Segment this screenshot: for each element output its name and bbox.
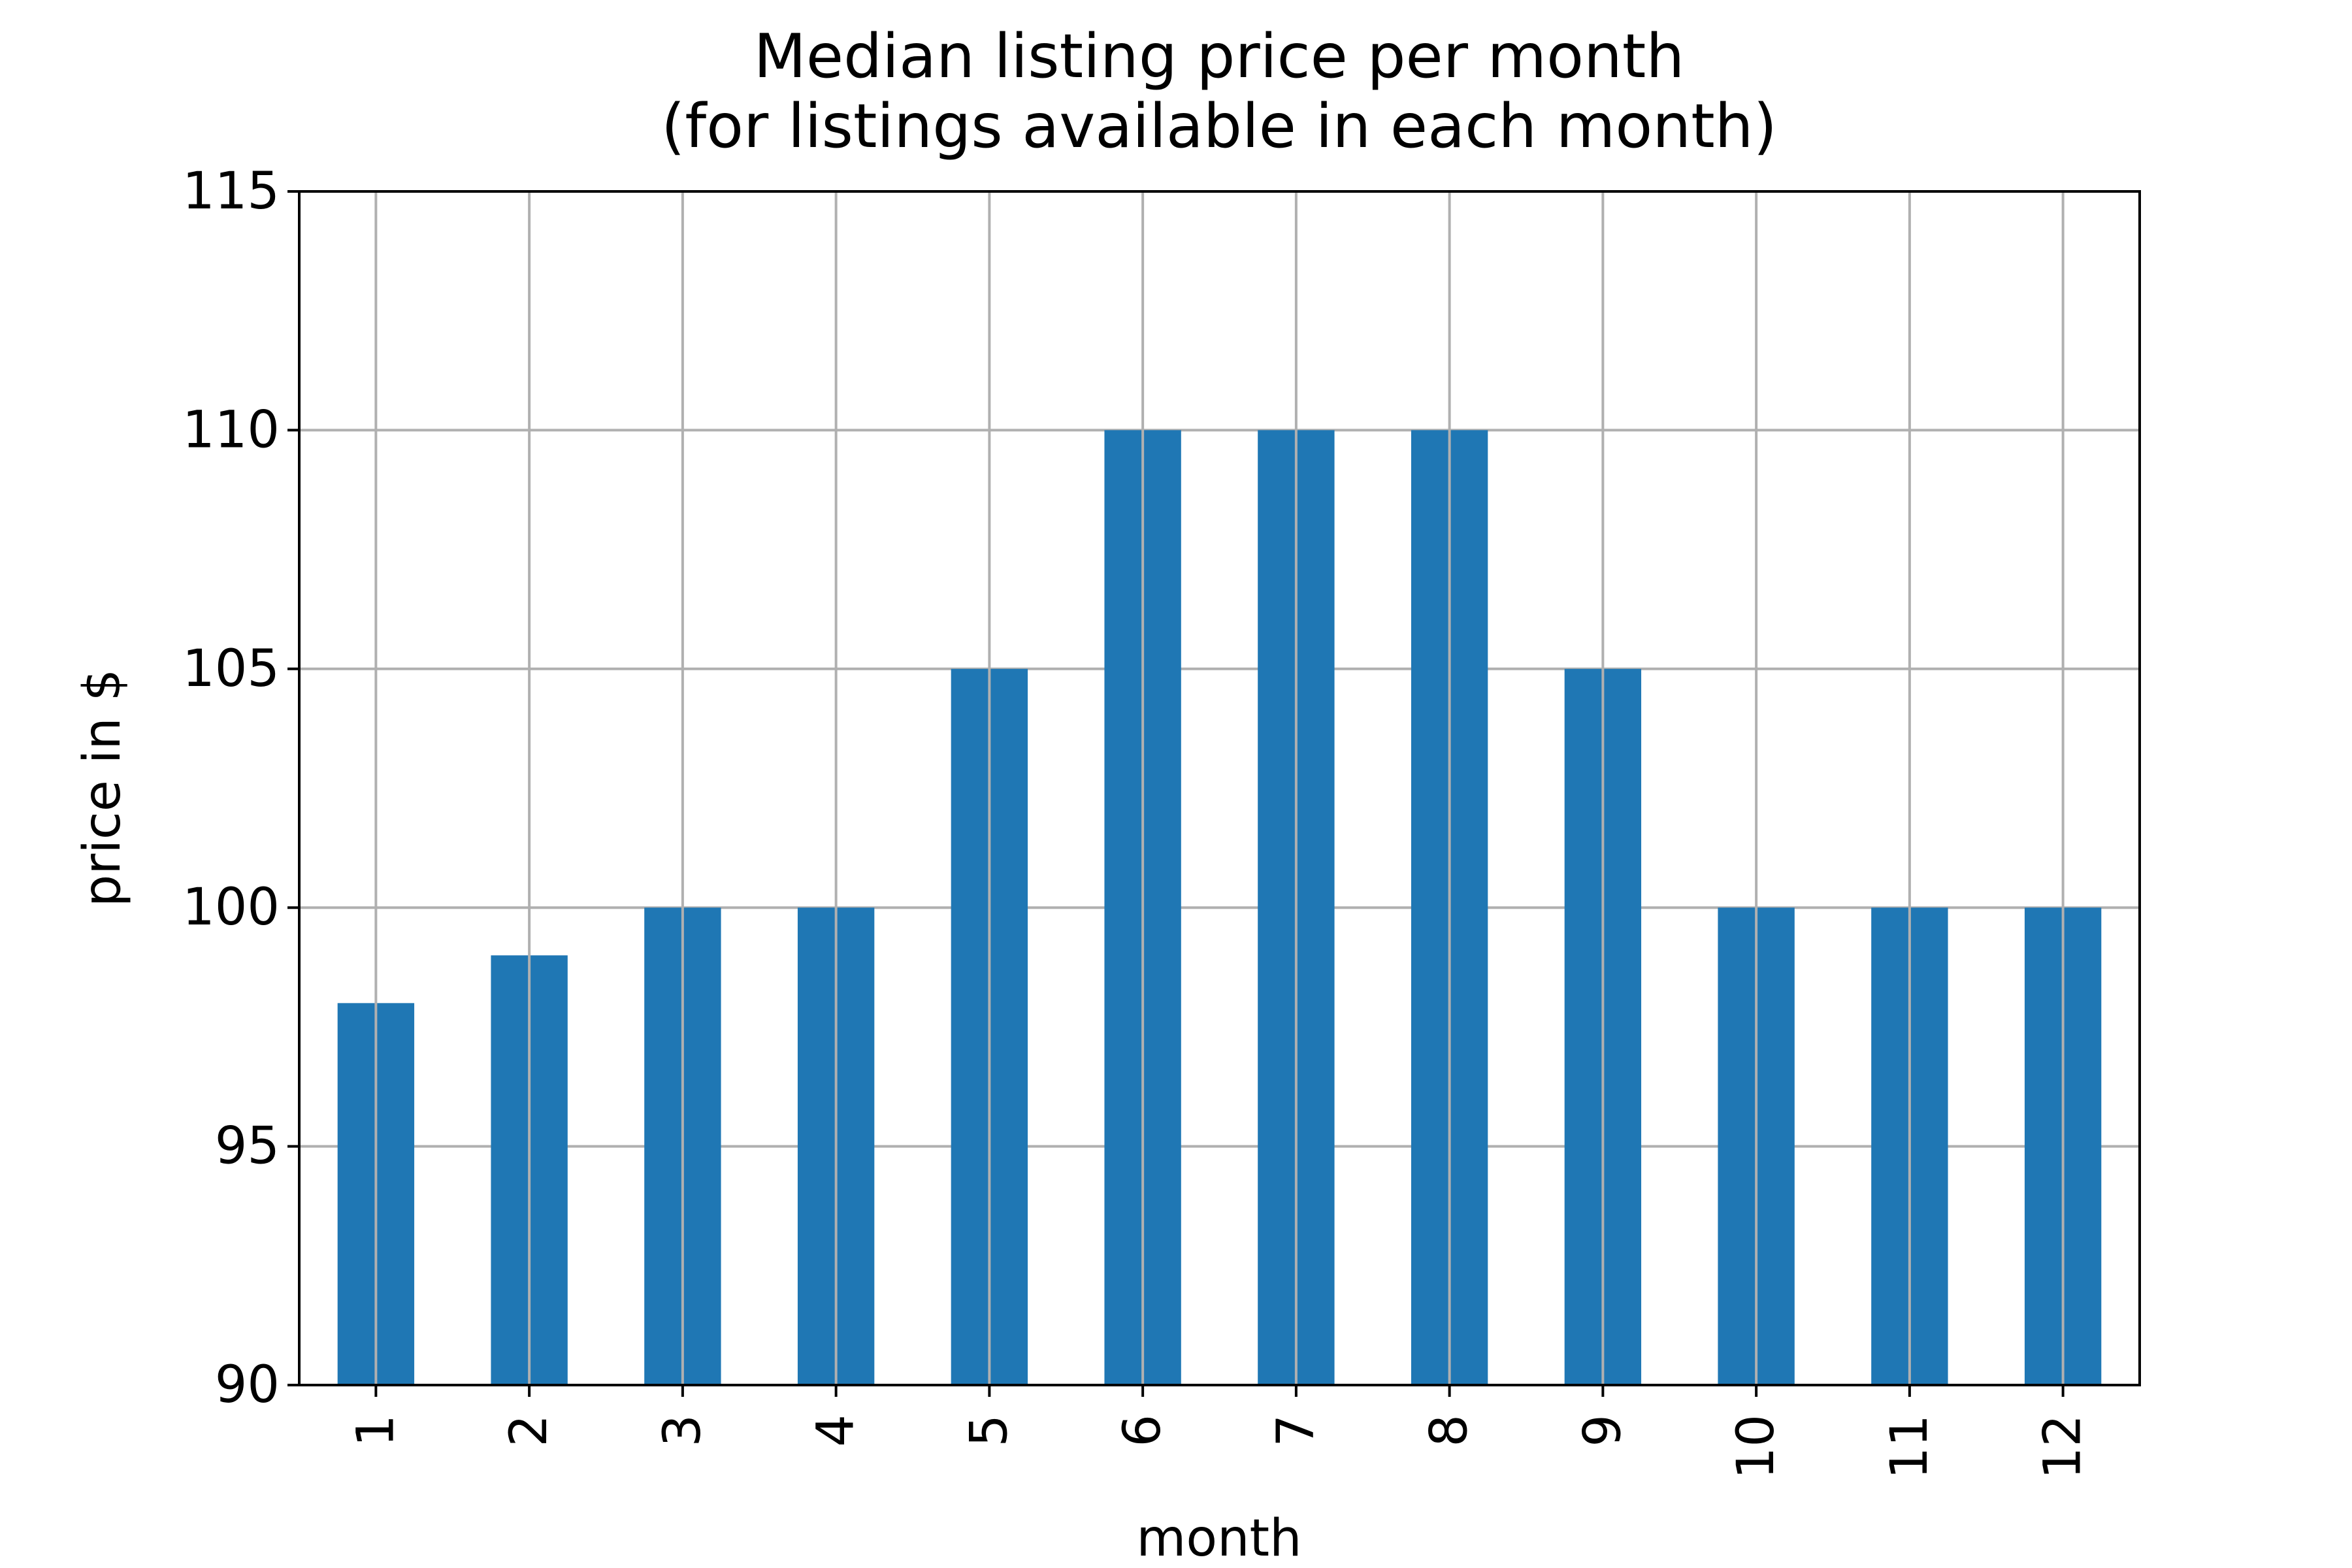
y-tick-label: 95: [215, 1117, 280, 1176]
chart-title-line-2: (for listings available in each month): [661, 91, 1777, 161]
x-tick-label: 3: [653, 1414, 712, 1447]
x-tick-label: 11: [1880, 1414, 1939, 1479]
y-axis-ticks: 90 95 100 105 110 115: [182, 162, 299, 1414]
x-tick-label: 6: [1113, 1414, 1172, 1447]
x-tick-label: 1: [346, 1414, 405, 1447]
grid: [299, 190, 2140, 1386]
x-tick-label: 7: [1267, 1414, 1326, 1447]
chart-title-line-1: Median listing price per month: [754, 21, 1685, 91]
x-tick-label: 10: [1727, 1414, 1786, 1479]
y-tick-label: 100: [182, 878, 280, 937]
x-tick-label: 2: [500, 1414, 559, 1447]
x-tick-label: 4: [807, 1414, 866, 1447]
plot-frame: [298, 190, 2141, 1386]
x-axis-ticks: 1 2 3 4 5 6 7 8 9 10 11 12: [346, 1385, 2093, 1479]
y-tick-label: 90: [215, 1356, 280, 1414]
x-tick-label: 12: [2034, 1414, 2093, 1479]
y-tick-label: 110: [182, 400, 280, 459]
vertical-grid: [374, 191, 2065, 1385]
y-tick-label: 115: [182, 162, 280, 221]
y-tick-label: 105: [182, 640, 280, 698]
y-axis-label: price in $: [73, 669, 132, 907]
x-tick-label: 5: [960, 1414, 1019, 1447]
x-tick-label: 8: [1420, 1414, 1479, 1447]
x-axis-label: month: [1136, 1509, 1301, 1568]
x-tick-label: 9: [1573, 1414, 1632, 1447]
